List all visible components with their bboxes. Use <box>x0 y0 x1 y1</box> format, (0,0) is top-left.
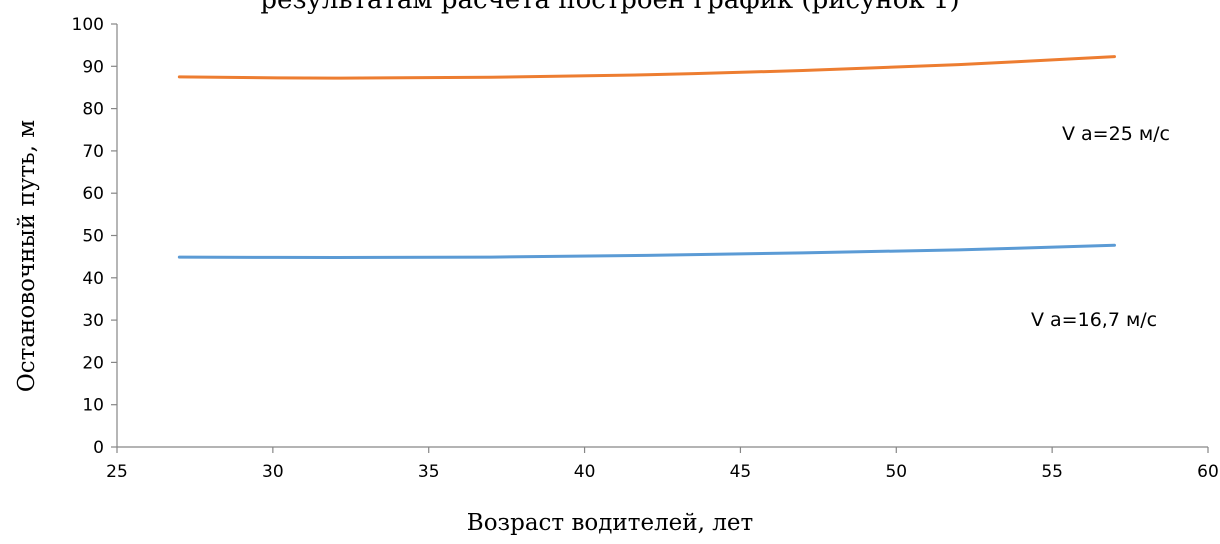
y-tick-label: 60 <box>82 184 104 204</box>
series-line-0 <box>177 55 1116 80</box>
y-tick-label: 40 <box>82 269 104 289</box>
y-tick-label: 70 <box>82 142 104 162</box>
series-annotation-0: V a=25 м/с <box>1062 123 1170 145</box>
y-axis-title: Остановочный путь, м <box>14 120 40 392</box>
y-tick-label: 10 <box>82 396 104 416</box>
series-line-1 <box>177 243 1116 259</box>
y-tick-label: 20 <box>82 353 104 373</box>
x-tick-label: 55 <box>1041 462 1063 482</box>
x-tick-label: 25 <box>106 462 128 482</box>
y-tick-label: 90 <box>82 57 104 77</box>
series-annotation-1: V a=16,7 м/с <box>1031 309 1157 331</box>
y-tick-label: 30 <box>82 311 104 331</box>
x-tick-label: 40 <box>574 462 596 482</box>
labels-layer: Возраст водителей, лет Остановочный путь… <box>14 15 1219 536</box>
x-tick-label: 45 <box>730 462 752 482</box>
x-axis-title: Возраст водителей, лет <box>467 510 753 536</box>
x-tick-label: 35 <box>418 462 440 482</box>
x-tick-label: 30 <box>262 462 284 482</box>
y-tick-label: 80 <box>82 100 104 120</box>
x-tick-label: 50 <box>885 462 907 482</box>
series-layer <box>177 55 1116 259</box>
x-tick-label: 60 <box>1197 462 1219 482</box>
axes <box>111 23 1209 453</box>
page-caption: результатам расчета построен график (рис… <box>260 0 959 15</box>
y-tick-label: 100 <box>72 15 104 35</box>
y-tick-label: 50 <box>82 227 104 247</box>
y-tick-label: 0 <box>93 438 104 458</box>
